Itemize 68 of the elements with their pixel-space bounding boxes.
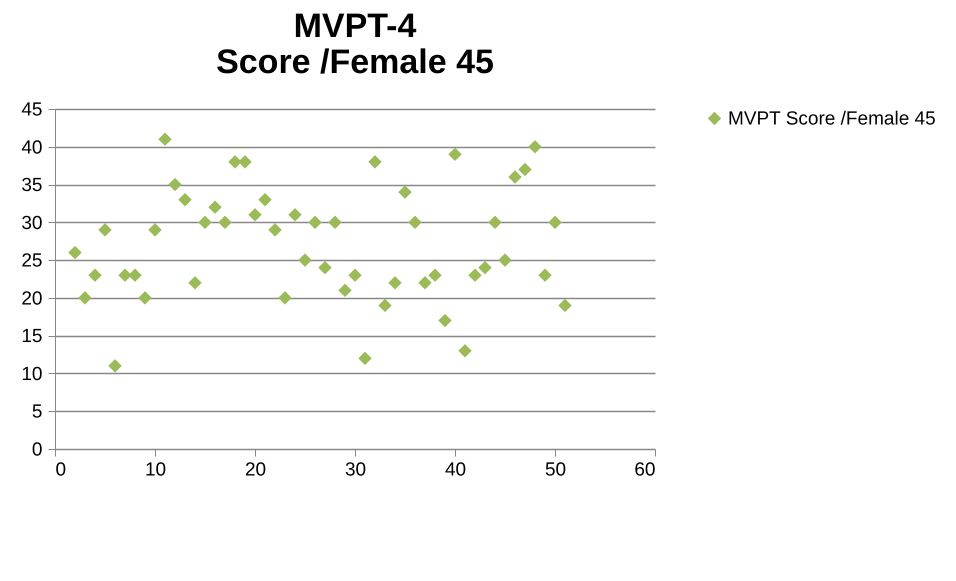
point bbox=[258, 192, 272, 206]
y-tick-label: 40 bbox=[21, 137, 42, 158]
x-tick-label: 60 bbox=[634, 460, 656, 480]
point bbox=[488, 216, 502, 230]
point bbox=[548, 216, 562, 230]
point bbox=[298, 253, 312, 267]
point bbox=[428, 268, 442, 282]
point bbox=[78, 291, 92, 305]
point bbox=[478, 260, 492, 274]
point bbox=[468, 268, 482, 282]
point bbox=[358, 352, 372, 366]
point bbox=[188, 276, 202, 290]
y-tick-label: 10 bbox=[21, 364, 42, 385]
point bbox=[418, 276, 432, 290]
point bbox=[68, 246, 82, 260]
y-tick-label: 15 bbox=[21, 326, 42, 348]
point bbox=[328, 216, 342, 230]
x-tick-label: 40 bbox=[444, 460, 466, 480]
point bbox=[128, 268, 142, 282]
point bbox=[278, 291, 292, 305]
point bbox=[288, 208, 302, 222]
x-tick-label: 10 bbox=[144, 460, 166, 480]
y-tick-label: 20 bbox=[21, 288, 42, 310]
point bbox=[388, 276, 402, 290]
point bbox=[368, 155, 382, 169]
point bbox=[108, 359, 122, 373]
point bbox=[198, 216, 212, 230]
point bbox=[398, 185, 412, 199]
y-tick-label: 5 bbox=[32, 402, 42, 423]
point bbox=[378, 298, 392, 312]
y-tick-label: 45 bbox=[21, 100, 42, 120]
y-tick-label: 0 bbox=[32, 440, 42, 460]
point bbox=[98, 223, 112, 237]
point bbox=[538, 268, 552, 282]
point bbox=[518, 162, 532, 176]
point bbox=[248, 208, 262, 222]
point bbox=[408, 216, 422, 230]
point bbox=[438, 314, 452, 328]
x-tick-label: 50 bbox=[544, 460, 566, 480]
y-tick-label: 35 bbox=[21, 175, 42, 196]
x-tick-label: 20 bbox=[244, 460, 266, 480]
point bbox=[448, 148, 462, 162]
point bbox=[508, 170, 522, 184]
x-tick-label: 0 bbox=[56, 460, 66, 480]
point bbox=[168, 178, 182, 192]
point bbox=[338, 284, 352, 298]
point bbox=[208, 200, 222, 214]
point bbox=[308, 216, 322, 230]
point bbox=[218, 216, 232, 230]
chart-title: MVPT-4 Score /Female 45 bbox=[216, 7, 494, 81]
point bbox=[138, 291, 152, 305]
point bbox=[228, 155, 242, 169]
y-tick-label: 25 bbox=[21, 250, 42, 272]
point bbox=[268, 223, 282, 237]
point bbox=[348, 268, 362, 282]
x-tick-label: 30 bbox=[344, 460, 366, 480]
point bbox=[178, 192, 192, 206]
point bbox=[458, 344, 472, 358]
point bbox=[238, 155, 252, 169]
y-tick-label: 30 bbox=[21, 212, 42, 234]
point bbox=[498, 253, 512, 267]
point bbox=[558, 298, 572, 312]
point bbox=[318, 260, 332, 274]
point bbox=[88, 268, 102, 282]
point bbox=[528, 140, 542, 154]
point bbox=[158, 132, 172, 146]
legend-label: MVPT Score /Female 45 bbox=[728, 108, 936, 130]
point bbox=[148, 223, 162, 237]
